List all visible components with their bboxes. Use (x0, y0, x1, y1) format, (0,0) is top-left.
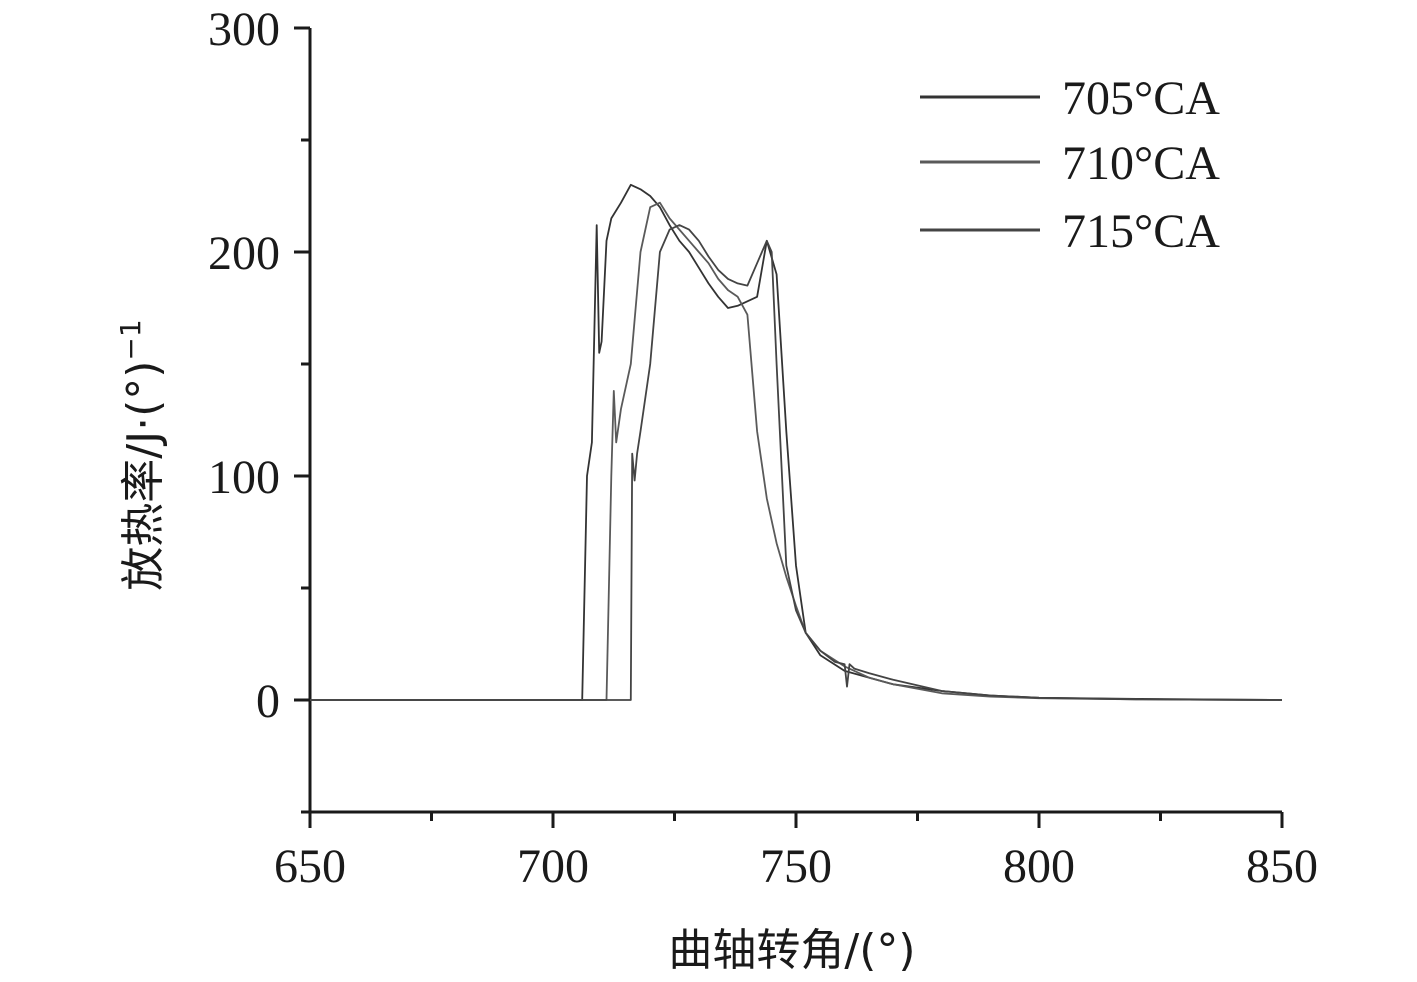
x-axis-title: 曲轴转角/(°) (668, 925, 915, 976)
legend-label-705: 705°CA (1062, 72, 1220, 125)
y-axis-title-group: 放热率/J·(°)−1 (114, 319, 169, 590)
series-line-1 (310, 201, 1283, 701)
y-tick-label: 300 (208, 3, 280, 56)
series-line-2 (310, 224, 1283, 701)
y-axis-title: 放热率/J·(°)−1 (114, 319, 169, 590)
y-tick-label: 100 (208, 451, 280, 504)
legend-label-715: 715°CA (1062, 205, 1220, 258)
y-axis-title-main: 放热率/J·(°) (118, 361, 169, 591)
series-line-0 (310, 183, 1283, 701)
series-group (310, 183, 1283, 701)
x-ticks: 650 700 750 800 850 (274, 812, 1318, 893)
y-tick-label: 200 (208, 227, 280, 280)
y-axis-title-superscript: −1 (114, 319, 147, 360)
x-tick-label: 650 (274, 840, 346, 893)
x-tick-label: 750 (760, 840, 832, 893)
axes: 0 100 200 300 650 700 750 800 850 (208, 3, 1318, 893)
legend: 705°CA 710°CA 715°CA (920, 72, 1220, 258)
legend-label-710: 710°CA (1062, 137, 1220, 190)
x-tick-label: 700 (517, 840, 589, 893)
x-tick-label: 800 (1003, 840, 1075, 893)
x-tick-label: 850 (1246, 840, 1318, 893)
y-ticks: 0 100 200 300 (208, 3, 310, 814)
y-tick-label: 0 (256, 675, 280, 728)
